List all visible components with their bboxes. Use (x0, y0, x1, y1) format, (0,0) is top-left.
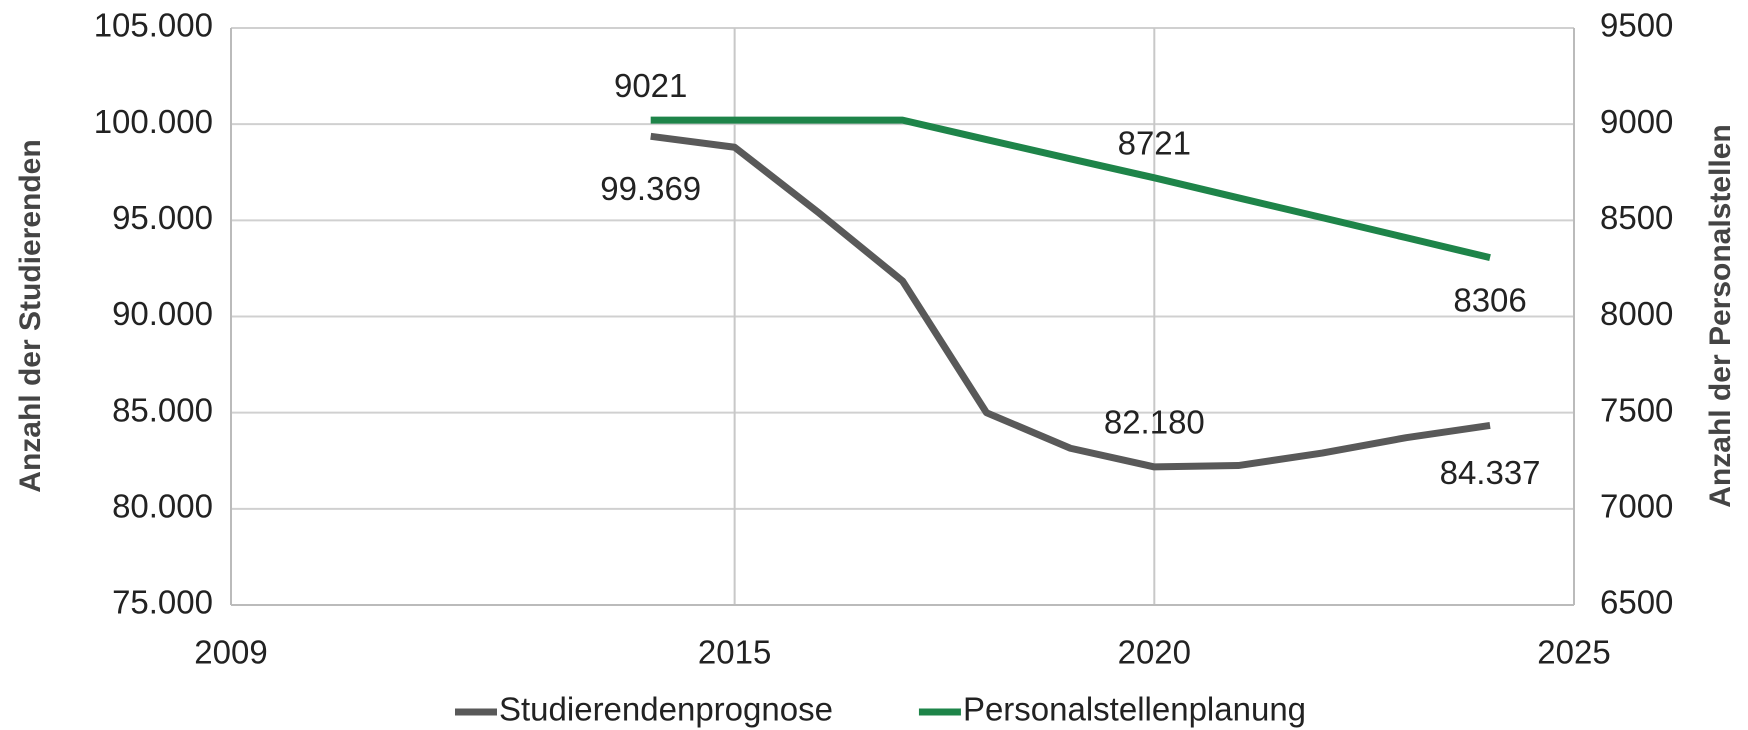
y-tick-label: 95.000 (112, 199, 213, 236)
y2-tick-label: 7000 (1600, 488, 1673, 525)
series-line (650, 132, 1491, 471)
legend-label: Studierendenprognose (499, 691, 833, 728)
y2-axis-title: Anzahl der Personalstellen (1704, 124, 1737, 507)
y-tick-label: 105.000 (94, 7, 213, 44)
x-tick-label: 2020 (1118, 634, 1191, 671)
y-tick-label: 90.000 (112, 295, 213, 332)
data-label: 82.180 (1104, 404, 1205, 441)
y-tick-label: 80.000 (112, 488, 213, 525)
y2-tick-label: 8500 (1600, 199, 1673, 236)
y-axis-title: Anzahl der Studierenden (14, 139, 47, 492)
x-tick-label: 2009 (194, 634, 267, 671)
data-label: 84.337 (1440, 454, 1541, 491)
data-label: 8721 (1118, 125, 1191, 162)
y2-tick-label: 9000 (1600, 103, 1673, 140)
y2-tick-label: 8000 (1600, 295, 1673, 332)
data-label: 9021 (614, 67, 687, 104)
x-tick-label: 2015 (698, 634, 771, 671)
series-line (650, 116, 1491, 262)
legend-label: Personalstellenplanung (963, 691, 1306, 728)
y-tick-label: 85.000 (112, 391, 213, 428)
y2-tick-label: 7500 (1600, 391, 1673, 428)
y2-tick-label: 9500 (1600, 7, 1673, 44)
data-label: 8306 (1453, 281, 1526, 318)
y-tick-label: 100.000 (94, 103, 213, 140)
y2-tick-label: 6500 (1600, 584, 1673, 621)
y-tick-label: 75.000 (112, 584, 213, 621)
x-tick-label: 2025 (1537, 634, 1610, 671)
data-label: 99.369 (600, 170, 701, 207)
